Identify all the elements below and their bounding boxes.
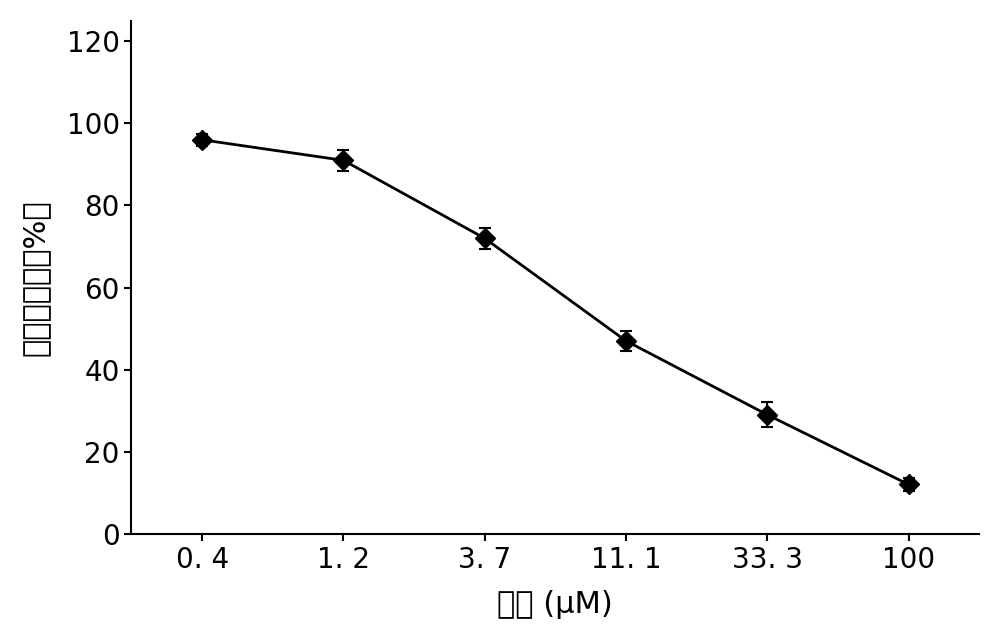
X-axis label: 浓度 (μM): 浓度 (μM) <box>497 590 613 619</box>
Y-axis label: 细胞生存率（%）: 细胞生存率（%） <box>21 199 50 356</box>
